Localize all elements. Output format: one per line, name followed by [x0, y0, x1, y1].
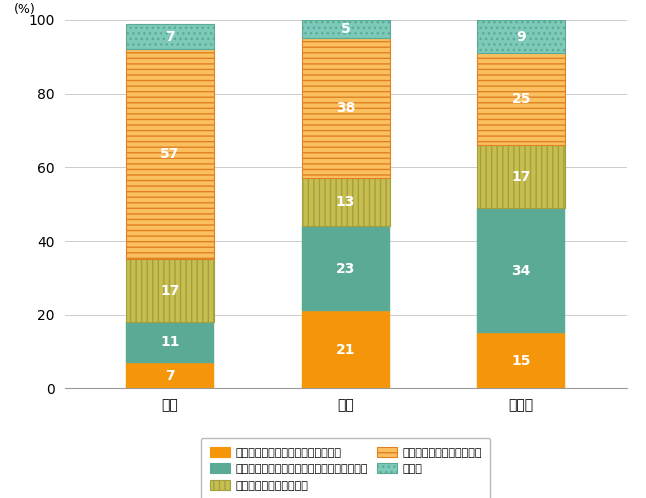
Bar [477, 208, 565, 333]
Legend: 具体的な内容も含めて、知っている, 知っているが、具体的な内容までは知らない, 名前は聡いたことがある, 知らない（初めて聡いた）, その他: 具体的な内容も含めて、知っている, 知っているが、具体的な内容までは知らない, … [201, 438, 490, 498]
Text: 11: 11 [160, 335, 180, 350]
Bar [477, 333, 565, 388]
Text: 23: 23 [336, 261, 355, 276]
Bar [302, 311, 390, 388]
Text: 5: 5 [340, 22, 351, 36]
Bar [126, 259, 214, 322]
Text: 15: 15 [512, 354, 531, 368]
Bar [126, 23, 214, 49]
Text: 25: 25 [512, 92, 531, 106]
Bar [126, 322, 214, 363]
Text: 57: 57 [160, 147, 180, 161]
Text: 9: 9 [516, 29, 526, 43]
Bar [477, 145, 565, 208]
Bar [302, 226, 390, 311]
Text: 7: 7 [165, 369, 175, 382]
Text: 21: 21 [336, 343, 355, 357]
Text: 38: 38 [336, 102, 355, 116]
Bar [302, 38, 390, 178]
Text: 17: 17 [160, 284, 180, 298]
Bar [126, 49, 214, 259]
Bar [302, 178, 390, 226]
Bar [302, 20, 390, 38]
Text: 7: 7 [165, 29, 175, 43]
Bar [477, 20, 565, 53]
Bar [477, 53, 565, 145]
Text: 13: 13 [336, 195, 355, 209]
Text: (%): (%) [14, 3, 36, 16]
Text: 34: 34 [512, 263, 531, 277]
Text: 17: 17 [512, 169, 531, 184]
Bar [126, 363, 214, 388]
